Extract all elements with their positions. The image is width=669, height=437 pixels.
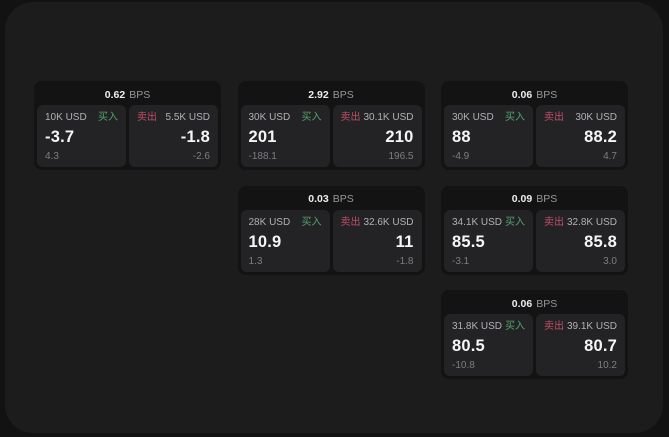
quote-cards-grid: 0.62 BPS 10K USD 买入 -3.7 4.3 卖出 5.5K USD… [34, 81, 628, 379]
sell-side-label: 卖出 [544, 216, 564, 228]
spread-unit-label: BPS [536, 193, 558, 205]
sell-delta: -2.6 [192, 151, 210, 162]
spread-unit-label: BPS [129, 88, 151, 101]
quote-card: 0.09 BPS 34.1K USD 买入 85.5 -3.1 卖出 32.8K… [441, 185, 628, 275]
quote-card: 0.06 BPS 30K USD 买入 88 -4.9 卖出 30K USD 8… [441, 81, 628, 170]
buy-quote-tile[interactable]: 30K USD 买入 88 -4.9 [444, 105, 533, 167]
buy-price: 80.5 [452, 337, 485, 355]
quote-card: 0.06 BPS 31.8K USD 买入 80.5 -10.8 卖出 39.1… [441, 290, 628, 379]
quote-card: 0.62 BPS 10K USD 买入 -3.7 4.3 卖出 5.5K USD… [34, 81, 221, 170]
quote-card: 0.03 BPS 28K USD 买入 10.9 1.3 卖出 32.6K US… [237, 185, 425, 275]
buy-side-label: 买入 [98, 112, 118, 123]
sell-quote-tile[interactable]: 卖出 32.6K USD 11 -1.8 [332, 209, 422, 272]
sell-quote-tile[interactable]: 卖出 30K USD 88.2 4.7 [536, 105, 625, 167]
buy-quote-tile[interactable]: 28K USD 买入 10.9 1.3 [240, 209, 330, 272]
spread-value: 0.03 [308, 193, 329, 205]
buy-price: 10.9 [248, 232, 282, 251]
sell-quote-tile[interactable]: 卖出 39.1K USD 80.7 10.2 [536, 314, 625, 376]
buy-side-label: 买入 [505, 216, 525, 228]
buy-delta: 1.3 [248, 255, 263, 267]
sell-quote-tile[interactable]: 卖出 32.8K USD 85.8 3.0 [536, 209, 625, 272]
spread-value: 0.62 [104, 88, 126, 101]
sell-delta: 4.7 [603, 151, 617, 162]
sell-price: -1.8 [180, 128, 210, 146]
buy-price: 201 [248, 128, 277, 146]
buy-delta: -10.8 [452, 360, 475, 371]
spread-value: 0.06 [511, 297, 533, 310]
spread-unit-label: BPS [332, 193, 354, 205]
spread-header: 0.62 BPS [37, 84, 218, 105]
buy-notional: 30K USD [248, 112, 291, 123]
sell-notional: 32.6K USD [363, 216, 414, 228]
sell-side-label: 卖出 [544, 321, 564, 332]
buy-side-label: 买入 [301, 216, 322, 228]
sell-notional: 32.8K USD [566, 216, 617, 228]
sell-side-label: 卖出 [544, 112, 564, 123]
buy-notional: 28K USD [248, 216, 291, 228]
buy-price: 88 [452, 128, 471, 146]
spread-header: 0.03 BPS [241, 189, 422, 210]
sell-notional: 30.1K USD [363, 112, 414, 123]
buy-side-label: 买入 [301, 112, 322, 123]
sell-notional: 39.1K USD [566, 321, 617, 332]
spread-header: 2.92 BPS [241, 84, 422, 105]
sell-price: 11 [395, 232, 414, 251]
buy-quote-tile[interactable]: 31.8K USD 买入 80.5 -10.8 [444, 314, 533, 376]
sell-side-label: 卖出 [340, 216, 361, 228]
sell-quote-tile[interactable]: 卖出 5.5K USD -1.8 -2.6 [129, 105, 218, 167]
spread-unit-label: BPS [332, 88, 354, 101]
spread-value: 0.09 [511, 193, 533, 205]
buy-notional: 34.1K USD [452, 216, 503, 228]
spread-header: 0.06 BPS [444, 293, 625, 314]
buy-quote-tile[interactable]: 30K USD 买入 201 -188.1 [240, 105, 330, 167]
spread-unit-label: BPS [536, 88, 558, 101]
sell-price: 210 [385, 128, 414, 146]
sell-price: 85.8 [584, 232, 617, 251]
sell-price: 80.7 [584, 337, 617, 355]
spread-header: 0.09 BPS [444, 189, 625, 210]
sell-notional: 30K USD [575, 112, 617, 123]
spread-value: 2.92 [308, 88, 329, 101]
sell-quote-tile[interactable]: 卖出 30.1K USD 210 196.5 [332, 105, 422, 167]
buy-quote-tile[interactable]: 10K USD 买入 -3.7 4.3 [37, 105, 126, 167]
sell-side-label: 卖出 [340, 112, 361, 123]
buy-quote-tile[interactable]: 34.1K USD 买入 85.5 -3.1 [444, 209, 533, 272]
sell-delta: 196.5 [388, 151, 414, 162]
buy-side-label: 买入 [505, 112, 525, 123]
buy-notional: 31.8K USD [452, 321, 503, 332]
buy-delta: -188.1 [248, 151, 277, 162]
sell-notional: 5.5K USD [165, 112, 210, 123]
buy-delta: 4.3 [45, 151, 59, 162]
sell-delta: 10.2 [597, 360, 617, 371]
sell-side-label: 卖出 [137, 112, 157, 123]
sell-delta: 3.0 [603, 255, 617, 267]
sell-delta: -1.8 [396, 255, 414, 267]
spread-header: 0.06 BPS [444, 84, 625, 105]
quote-card: 2.92 BPS 30K USD 买入 201 -188.1 卖出 30.1K … [237, 81, 425, 170]
buy-notional: 30K USD [452, 112, 494, 123]
buy-delta: -3.1 [452, 255, 470, 267]
spread-value: 0.06 [511, 88, 533, 101]
sell-price: 88.2 [584, 128, 617, 146]
buy-notional: 10K USD [45, 112, 87, 123]
buy-price: -3.7 [45, 128, 75, 146]
buy-side-label: 买入 [505, 321, 525, 332]
spread-unit-label: BPS [536, 297, 558, 310]
buy-price: 85.5 [452, 232, 485, 251]
buy-delta: -4.9 [452, 151, 470, 162]
